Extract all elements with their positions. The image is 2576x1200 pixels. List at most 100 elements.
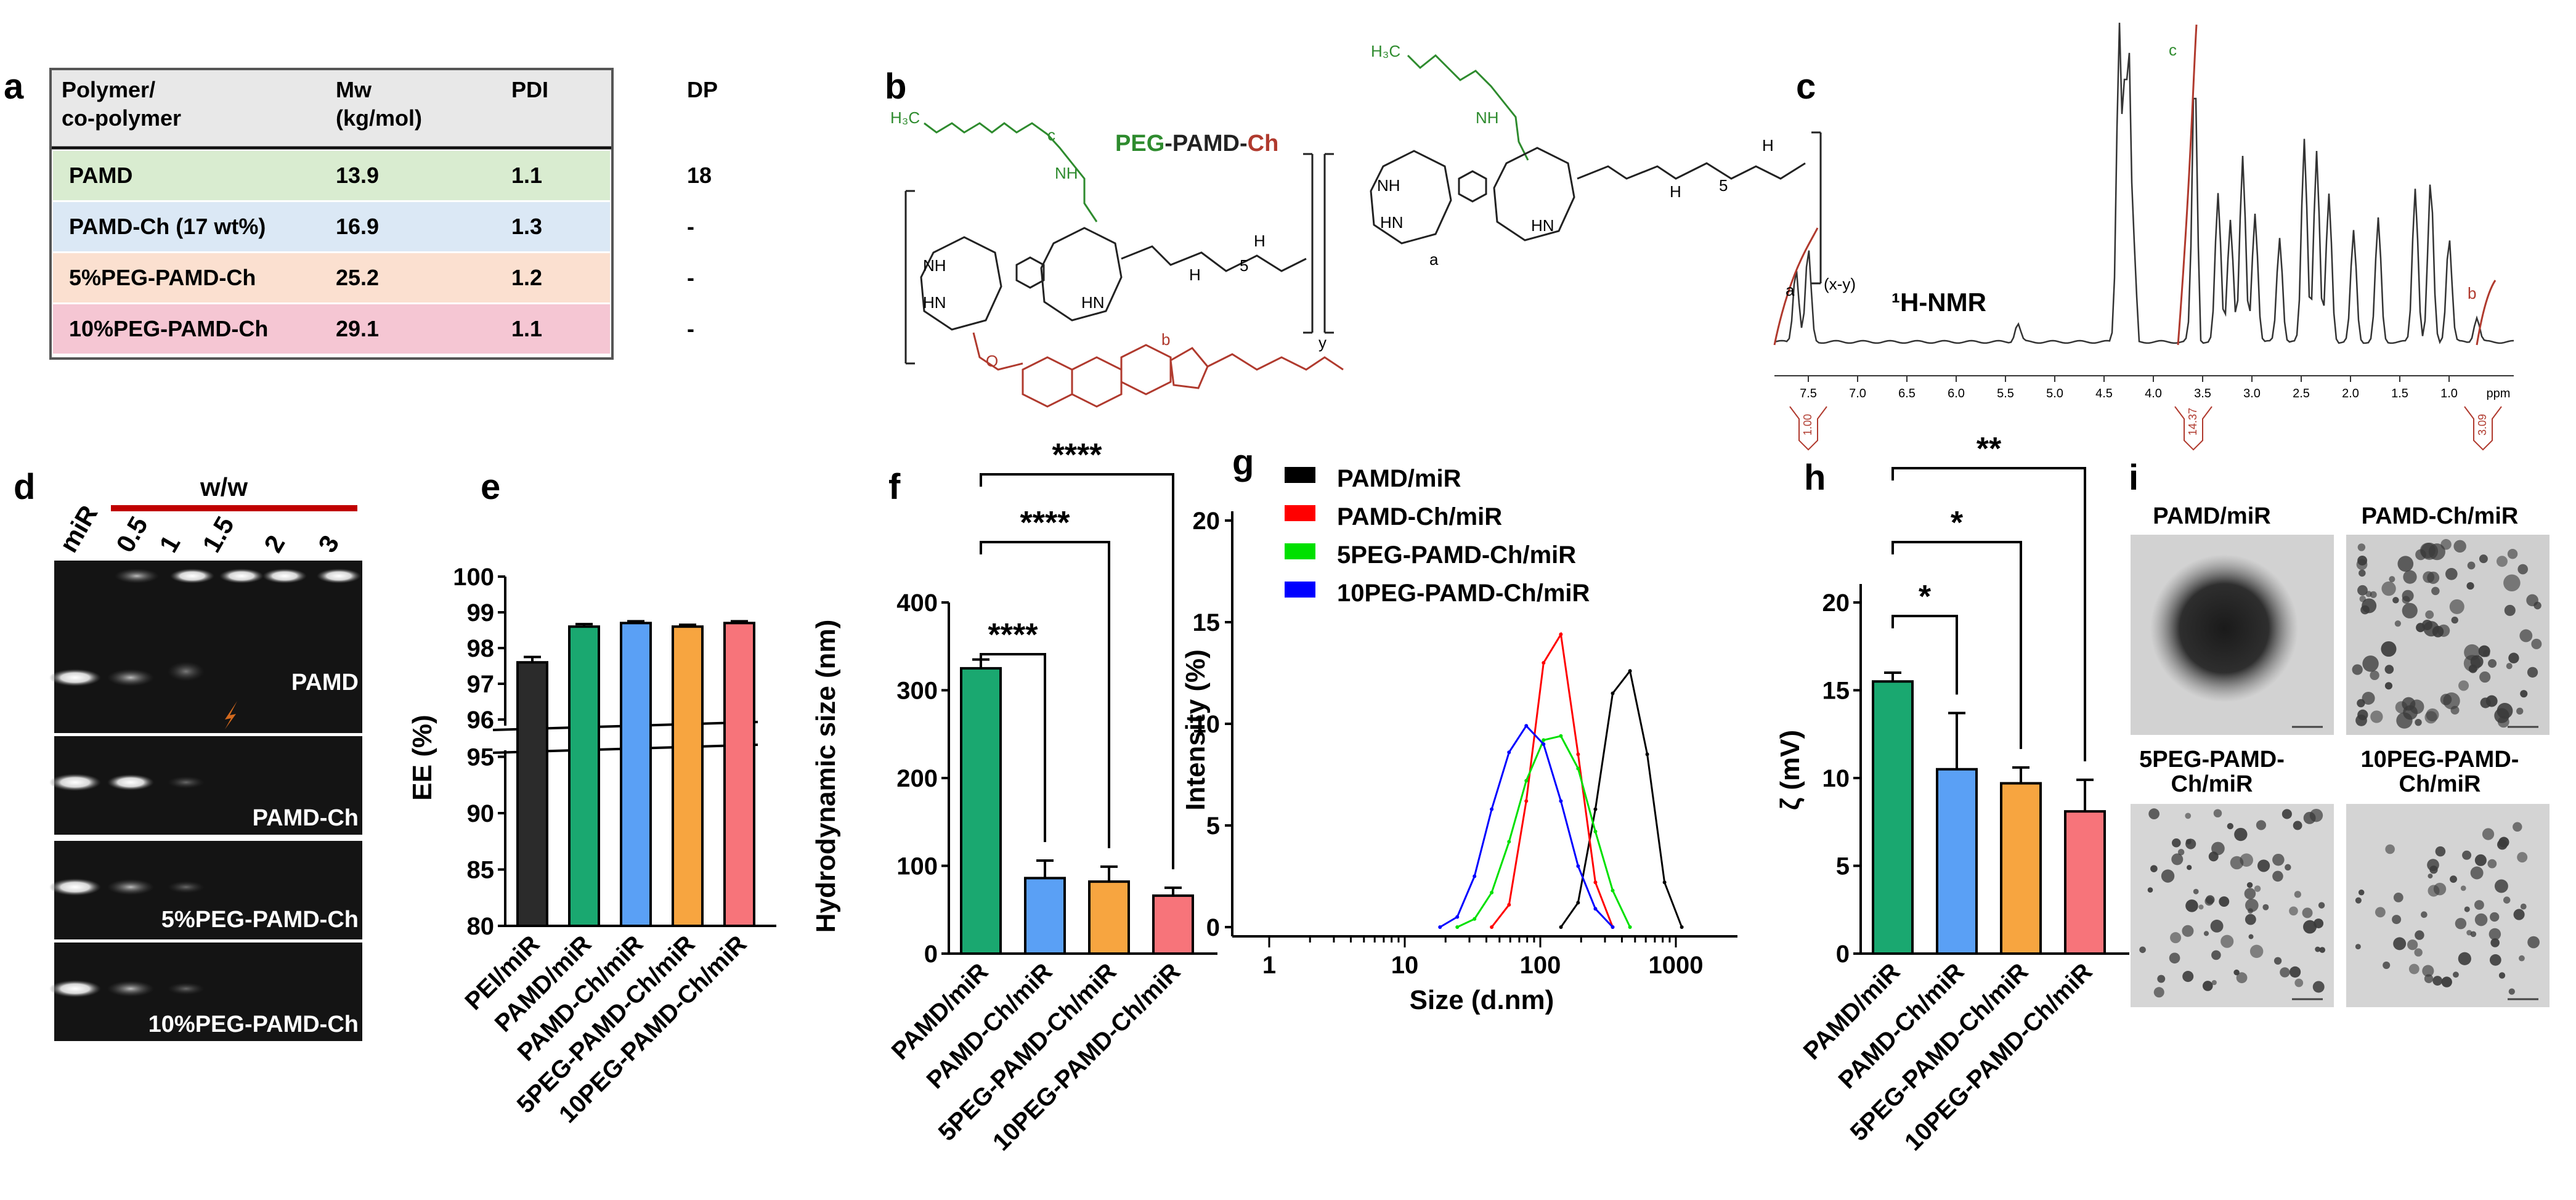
tem-particle	[2513, 909, 2525, 920]
label-b: b	[1161, 330, 1170, 349]
tem-particle	[2460, 885, 2466, 891]
nmr-tick-label: 5.5	[1997, 387, 2014, 400]
tem-particle	[2236, 972, 2248, 984]
table-header-cell: (kg/mol)	[336, 105, 422, 131]
tem-particle	[2385, 844, 2395, 854]
nmr-tick-label: 7.0	[1849, 387, 1866, 400]
tem-particle	[2280, 967, 2290, 978]
tem-particle	[2204, 896, 2214, 906]
significance-bracket	[1891, 541, 2022, 749]
series-point	[1593, 829, 1598, 833]
table-row	[53, 202, 610, 251]
table-cell: 1.1	[511, 163, 542, 188]
panel-b-letter: b	[885, 67, 906, 107]
gel-strip-label: PAMD	[291, 670, 359, 695]
panel-c-nmr: c a c b ¹H-NMR 7.5 7.0 6.5 6.0 5.5 5.0 4.5 4.0 3…	[1773, 22, 2514, 451]
series-point	[1542, 742, 1546, 746]
table-header-cell: Polymer/	[62, 77, 155, 102]
significance-bracket	[1891, 467, 2086, 761]
nmr-tick-label: 1.5	[2391, 387, 2408, 400]
tem-particle	[2357, 585, 2368, 596]
tem-particle	[2482, 828, 2495, 840]
table-cell: PAMD-Ch (17 wt%)	[69, 214, 266, 239]
tem-particle	[2272, 870, 2283, 882]
bar	[516, 661, 548, 927]
amide-h-1: H	[1189, 266, 1201, 284]
tem-particle	[2519, 955, 2525, 962]
y-tick-label: 10	[1193, 711, 1221, 738]
title-mid: -PAMD-	[1164, 131, 1247, 156]
tem-particle	[2506, 663, 2513, 670]
amide-h-2: H	[1254, 232, 1266, 250]
tem-particle	[2494, 708, 2509, 723]
gel-well-band	[262, 569, 307, 583]
panel-c-letter: c	[1796, 67, 1816, 107]
bar	[723, 622, 755, 928]
tem-particle	[2370, 710, 2383, 723]
bar	[1088, 880, 1130, 955]
peg-h3c-right: H₃C	[1371, 42, 1400, 60]
significance-label: ****	[988, 617, 1039, 653]
nmr-tick-label: 4.5	[2095, 387, 2113, 400]
tem-particle	[2467, 561, 2476, 570]
legend-label: PAMD-Ch/miR	[1337, 503, 1502, 530]
tem-particle	[2370, 591, 2377, 598]
tem-particle	[2425, 610, 2434, 619]
nmr-tick-label: 5.0	[2046, 387, 2063, 400]
tem-particle	[2169, 952, 2180, 964]
table-cell: -	[687, 316, 694, 341]
series-point	[1542, 738, 1546, 742]
tem-particle	[2210, 919, 2224, 933]
gel-strip-label: 10%PEG-PAMD-Ch	[148, 1011, 359, 1037]
tem-particle	[2445, 567, 2458, 580]
tem-particle	[2315, 946, 2321, 952]
panel-a-table: a Polymer/co-polymer Mw (kg/mol) PDI DP PAMD…	[4, 67, 718, 360]
tem-particle	[2432, 976, 2443, 986]
x-tick-label: 10	[1391, 952, 1419, 979]
series-point	[1611, 888, 1615, 893]
tem-particle	[2185, 838, 2192, 845]
tem-particle	[2449, 599, 2464, 614]
tem-particle	[2352, 664, 2363, 675]
tem-particle	[2424, 711, 2437, 724]
tem-particle	[2520, 903, 2527, 910]
gel-well-band	[317, 569, 361, 583]
series-point	[1576, 752, 1580, 756]
panel-f-letter: f	[888, 467, 901, 507]
tem-particle	[2182, 925, 2194, 937]
table-cell: 18	[687, 163, 712, 188]
series-point	[1628, 925, 1632, 929]
series-point	[1593, 880, 1598, 885]
x-tick-label: 1000	[1649, 952, 1704, 979]
tem-particle	[2303, 920, 2317, 934]
tem-particle	[2370, 670, 2379, 680]
significance-bracket	[1891, 615, 1958, 695]
gel-band	[49, 669, 101, 686]
series-point	[1473, 874, 1477, 878]
series-point	[1680, 925, 1684, 929]
table-cell: PAMD	[69, 163, 132, 188]
tem-particle	[2441, 976, 2452, 987]
bar	[1152, 894, 1194, 955]
tem-particle	[2171, 853, 2184, 866]
tem-particle	[2375, 907, 2386, 918]
series-point	[1645, 752, 1649, 756]
tem-particle	[2389, 576, 2395, 583]
tem-particle	[2479, 671, 2491, 683]
nmr-tick-label: 6.0	[1948, 387, 1965, 400]
y-tick-label: 85	[467, 857, 495, 884]
chart-g: 0 5 10 15 20 1 10 100 1000 Size (d.nm) Intensity (…	[1180, 465, 1737, 1015]
tem-particle	[2302, 907, 2313, 918]
tem-particle	[2474, 854, 2487, 866]
tem-particle	[2294, 891, 2301, 898]
table-header: Polymer/co-polymer Mw (kg/mol) PDI DP	[62, 77, 718, 131]
table-header-cell: DP	[687, 77, 718, 102]
tem-particle	[2527, 667, 2538, 678]
tem-particle	[2466, 582, 2474, 590]
bar	[1024, 877, 1066, 955]
ring-hn-2: HN	[1081, 293, 1105, 312]
tem-particle	[2220, 934, 2234, 948]
tem-particle	[2198, 904, 2204, 910]
series-line	[1457, 735, 1631, 928]
gel-strip	[54, 561, 362, 733]
